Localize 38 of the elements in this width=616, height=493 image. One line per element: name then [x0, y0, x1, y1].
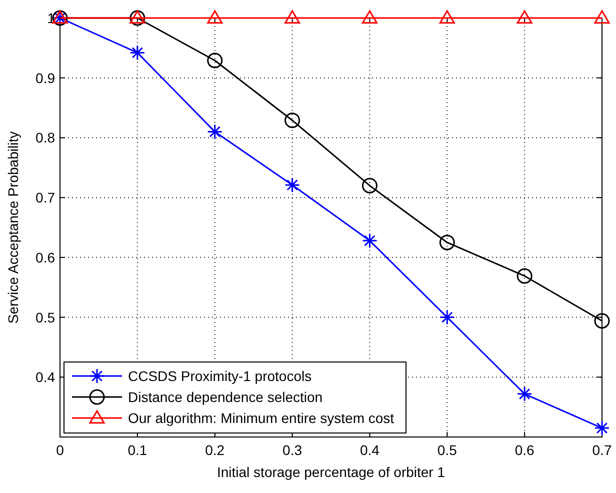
x-tick-label: 0.5	[437, 442, 458, 458]
y-tick-label: 0.5	[36, 309, 56, 326]
y-tick-label: 0.9	[36, 70, 56, 86]
point	[439, 310, 455, 326]
x-tick-label: 0.3	[282, 442, 302, 458]
y-tick-label: 0.6	[36, 249, 56, 266]
point	[284, 177, 300, 193]
x-axis-title: Initial storage percentage of orbiter 1	[216, 464, 446, 480]
point	[516, 386, 532, 402]
x-tick-label: 0	[56, 442, 64, 458]
y-tick-label: 0.7	[36, 190, 56, 206]
x-tick-label: 0.1	[128, 442, 148, 458]
legend-label: Distance dependence selection	[128, 389, 323, 405]
x-tick-label: 0.6	[514, 442, 535, 458]
point	[207, 10, 223, 24]
point	[362, 232, 378, 248]
point	[439, 234, 455, 250]
point	[594, 10, 610, 24]
point	[362, 10, 378, 24]
point	[516, 10, 532, 24]
x-tick-label: 0.2	[205, 442, 225, 458]
x-tick-label: 0.4	[360, 442, 380, 458]
point	[284, 112, 300, 128]
point	[516, 268, 532, 284]
point	[207, 124, 223, 140]
point	[362, 178, 378, 194]
point	[284, 10, 300, 24]
point	[594, 420, 610, 436]
y-axis-title: Service Acceptance Probability	[5, 131, 21, 324]
legend-label: Our algorithm: Minimum entire system cost	[128, 410, 394, 426]
y-tick-label: 0.8	[36, 130, 56, 146]
y-tick-label: 0.4	[36, 369, 56, 386]
point	[439, 10, 455, 24]
point	[130, 44, 146, 60]
point	[594, 313, 610, 329]
x-tick-label: 0.7	[592, 442, 612, 458]
legend-label: CCSDS Proximity-1 protocols	[128, 368, 312, 384]
point	[207, 52, 223, 68]
